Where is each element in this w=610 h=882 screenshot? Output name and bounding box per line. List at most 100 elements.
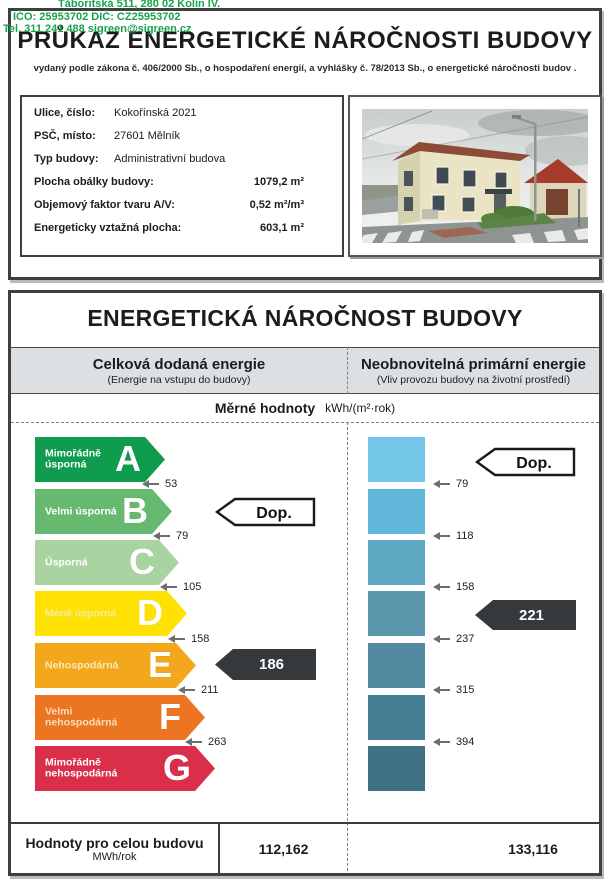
- photo-window-side: [404, 197, 413, 211]
- recommended-arrow-shape: [475, 447, 576, 477]
- photo-crosswalk: [362, 228, 588, 243]
- boundary-arrow-icon: [178, 686, 195, 694]
- energy-class-label: Velmi úsporná: [45, 504, 117, 517]
- recommended-arrow-label: Dop.: [516, 455, 552, 472]
- right-boundary-marker: 237: [433, 633, 475, 645]
- letterhead-line-contact: Tel. 311 241 488 sigreen@sigreen.cz: [3, 23, 192, 35]
- right-boundary-marker: 394: [433, 736, 475, 748]
- boundary-arrow-icon: [433, 686, 450, 694]
- energy-rating-box: ENERGETICKÁ NÁROČNOST BUDOVY Celková dod…: [8, 290, 602, 876]
- column-header-left: Celková dodaná energie (Energie na vstup…: [11, 348, 347, 393]
- energy-class-letter: E: [147, 643, 172, 685]
- info-row: Energeticky vztažná plocha: 603,1 m²: [34, 222, 330, 242]
- boundary-value: 237: [456, 633, 475, 645]
- units-unit: kWh/(m²·rok): [325, 401, 396, 415]
- info-row: Objemový faktor tvaru A/V: 0,52 m²/m³: [34, 199, 330, 219]
- photo-paving: [428, 227, 488, 238]
- boundary-arrow-icon: [433, 583, 450, 591]
- photo-powerline: [362, 116, 588, 160]
- energy-class-letter: G: [162, 746, 191, 788]
- primary-energy-value-arrow: 221: [475, 600, 576, 630]
- info-value: Administrativní budova: [114, 153, 226, 165]
- boundary-arrow-icon: [168, 635, 185, 643]
- energy-class-letter: A: [115, 437, 141, 479]
- recommended-arrow-left: Dop.: [215, 497, 316, 527]
- right-boundary-marker: 158: [433, 581, 475, 593]
- energy-class-letter: D: [137, 591, 163, 633]
- primary-energy-band: [368, 695, 425, 740]
- boundary-value: 211: [201, 684, 219, 696]
- delivered-energy-value-arrow: 186: [215, 649, 316, 680]
- info-label: Objemový faktor tvaru A/V:: [34, 199, 175, 211]
- photo-entrance-canopy: [485, 189, 512, 194]
- photo-powerline: [362, 110, 433, 140]
- building-photo-frame: [348, 95, 602, 257]
- section-title: ENERGETICKÁ NÁROČNOST BUDOVY: [87, 305, 523, 331]
- boundary-value: 79: [176, 530, 189, 542]
- left-column-subtitle: (Energie na vstupu do budovy): [107, 373, 251, 386]
- energy-class-row-c: Úsporná C: [35, 540, 179, 585]
- energy-class-label: Úsporná: [45, 555, 88, 568]
- boundary-value: 263: [208, 736, 227, 748]
- info-label: Energeticky vztažná plocha:: [34, 222, 182, 234]
- energy-class-label: Mimořádně nehospodárná: [45, 756, 118, 780]
- boundary-value: 158: [456, 581, 475, 593]
- photo-lamp-arm: [516, 117, 536, 125]
- photo-garage-door: [546, 189, 568, 215]
- left-column-title: Celková dodaná energie: [92, 355, 266, 373]
- energy-class-row-b: Velmi úsporná B: [35, 489, 172, 534]
- units-row: Měrné hodnoty kWh/(m²·rok): [11, 394, 599, 422]
- primary-energy-band: [368, 746, 425, 791]
- building-info-box: Ulice, číslo: Kokořínská 2021 PSČ, místo:…: [20, 95, 344, 257]
- boundary-arrow-icon: [433, 480, 450, 488]
- left-boundary-marker: 53: [142, 478, 177, 490]
- right-boundary-marker: 79: [433, 478, 469, 490]
- info-value: 1079,2 m²: [253, 176, 304, 188]
- letterhead-line-address: Táboritská 511, 280 02 Kolín IV.: [58, 0, 221, 10]
- horizontal-divider-dashed: [11, 422, 599, 423]
- photo-lamp-pole: [534, 123, 537, 221]
- boundary-arrow-icon: [153, 532, 170, 540]
- units-label: Měrné hodnoty: [214, 400, 316, 416]
- boundary-arrow-icon: [433, 532, 450, 540]
- totals-label: Hodnoty pro celou budovu: [25, 834, 204, 851]
- certificate-header-box: PRŮKAZ ENERGETICKÉ NÁROČNOSTI BUDOVY vyd…: [8, 8, 602, 280]
- total-delivered-energy: 112,162: [258, 840, 309, 857]
- energy-class-label: Mimořádně úsporná: [45, 447, 102, 471]
- info-value: 27601 Mělník: [114, 130, 181, 142]
- energy-class-label: Nehospodárná: [45, 658, 119, 671]
- recommended-arrow-label: Dop.: [256, 505, 292, 522]
- boundary-value: 105: [183, 581, 202, 593]
- boundary-value: 315: [456, 684, 475, 696]
- info-label: Ulice, číslo:: [34, 107, 96, 119]
- boundary-value: 394: [456, 736, 475, 748]
- document-title: PRŮKAZ ENERGETICKÉ NÁROČNOSTI BUDOVY: [17, 27, 593, 54]
- document-subtitle: vydaný podle zákona č. 406/2000 Sb., o h…: [33, 63, 577, 74]
- right-boundary-marker: 118: [433, 530, 474, 542]
- info-value: Kokořínská 2021: [114, 107, 197, 119]
- info-value: 603,1 m²: [259, 222, 304, 234]
- photo-roof: [392, 142, 530, 161]
- photo-window: [461, 196, 476, 213]
- recommended-arrow-shape: [215, 497, 316, 527]
- totals-unit: MWh/rok: [92, 850, 137, 863]
- primary-energy-band: [368, 540, 425, 585]
- info-value: 0,52 m²/m³: [249, 199, 304, 211]
- energy-class-row-e: Nehospodárná E: [35, 643, 196, 688]
- photo-cloud: [525, 136, 588, 166]
- left-boundary-marker: 158: [168, 633, 209, 645]
- whole-building-totals: Hodnoty pro celou budovu MWh/rok 112,162…: [11, 822, 599, 873]
- boundary-arrow-icon: [185, 738, 202, 746]
- info-label: Typ budovy:: [34, 153, 99, 165]
- building-photo: [362, 109, 588, 243]
- column-header-right: Neobnovitelná primární energie (Vliv pro…: [348, 348, 599, 393]
- energy-class-letter: B: [122, 489, 148, 531]
- info-row: PSČ, místo: 27601 Mělník: [34, 130, 330, 150]
- column-divider-dashed: [347, 347, 348, 394]
- boundary-arrow-icon: [142, 480, 159, 488]
- boundary-value: 79: [456, 478, 469, 490]
- boundary-arrow-icon: [433, 635, 450, 643]
- info-row: Plocha obálky budovy: 1079,2 m²: [34, 176, 330, 196]
- left-boundary-marker: 263: [185, 736, 227, 748]
- primary-energy-band: [368, 437, 425, 482]
